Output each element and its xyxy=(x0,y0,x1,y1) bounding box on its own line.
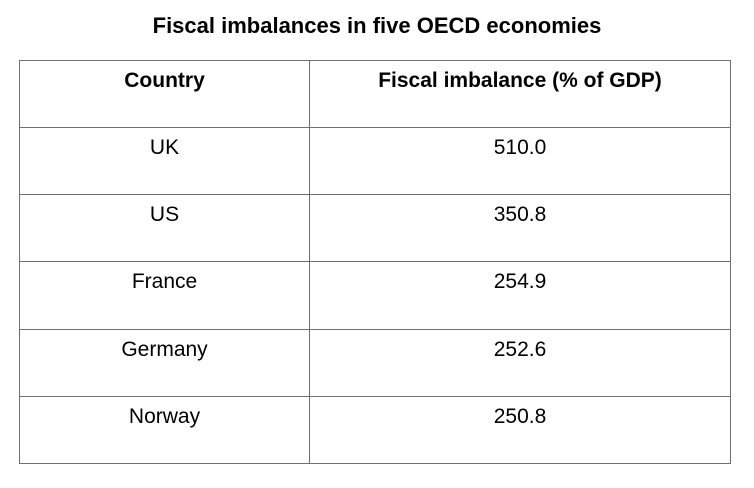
column-header-fiscal-imbalance: Fiscal imbalance (% of GDP) xyxy=(309,60,731,128)
country-cell: Germany xyxy=(19,328,310,397)
country-cell: UK xyxy=(19,126,310,196)
table-row: US 350.8 xyxy=(19,194,731,263)
value-cell: 254.9 xyxy=(309,261,731,330)
data-table: Country Fiscal imbalance (% of GDP) UK 5… xyxy=(19,60,731,465)
country-cell: US xyxy=(19,194,310,263)
country-cell: France xyxy=(19,261,310,330)
table-row: UK 510.0 xyxy=(19,126,731,196)
chart-title: Fiscal imbalances in five OECD economies xyxy=(152,13,602,38)
country-cell: Norway xyxy=(19,395,310,465)
table-row: Norway 250.8 xyxy=(19,395,731,465)
value-cell: 250.8 xyxy=(309,395,731,465)
column-header-country: Country xyxy=(19,60,310,128)
value-cell: 510.0 xyxy=(309,126,731,196)
value-cell: 350.8 xyxy=(309,194,731,263)
header-row: Country Fiscal imbalance (% of GDP) xyxy=(19,60,731,128)
value-cell: 252.6 xyxy=(309,328,731,397)
table-row: Germany 252.6 xyxy=(19,328,731,397)
table-row: France 254.9 xyxy=(19,261,731,330)
